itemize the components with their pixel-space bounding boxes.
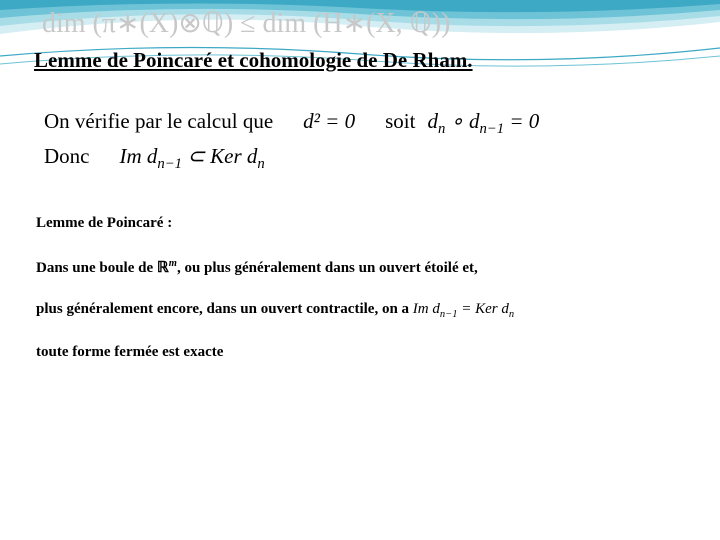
lemma-heading: Lemme de Poincaré : [36,215,690,232]
eq-composition: dn ∘ dn−1 = 0 [427,109,539,133]
slide-content: Lemme de Poincaré et cohomologie de De R… [0,0,720,381]
verification-line: On vérifie par le calcul que d² = 0 soitdn… [44,109,690,138]
text-soit: soit [385,109,415,133]
lemma-text-line-3: toute forme fermée est exacte [36,344,690,361]
eq-im-subset-ker: Im dn−1 ⊂ Ker dn [120,144,265,168]
section-title: Lemme de Poincaré et cohomologie de De R… [34,48,690,73]
lemma-text-line-1: Dans une boule de ℝm, ou plus généraleme… [36,258,690,277]
lemma-text-line-2: plus généralement encore, dans un ouvert… [36,301,690,320]
donc-line: Donc Im dn−1 ⊂ Ker dn [44,144,690,173]
eq-im-eq-ker: Im dn−1 = Ker dn [413,301,514,317]
eq-d2-zero: d² = 0 [303,109,355,133]
text-verify: On vérifie par le calcul que [44,109,273,133]
text-donc: Donc [44,144,90,168]
